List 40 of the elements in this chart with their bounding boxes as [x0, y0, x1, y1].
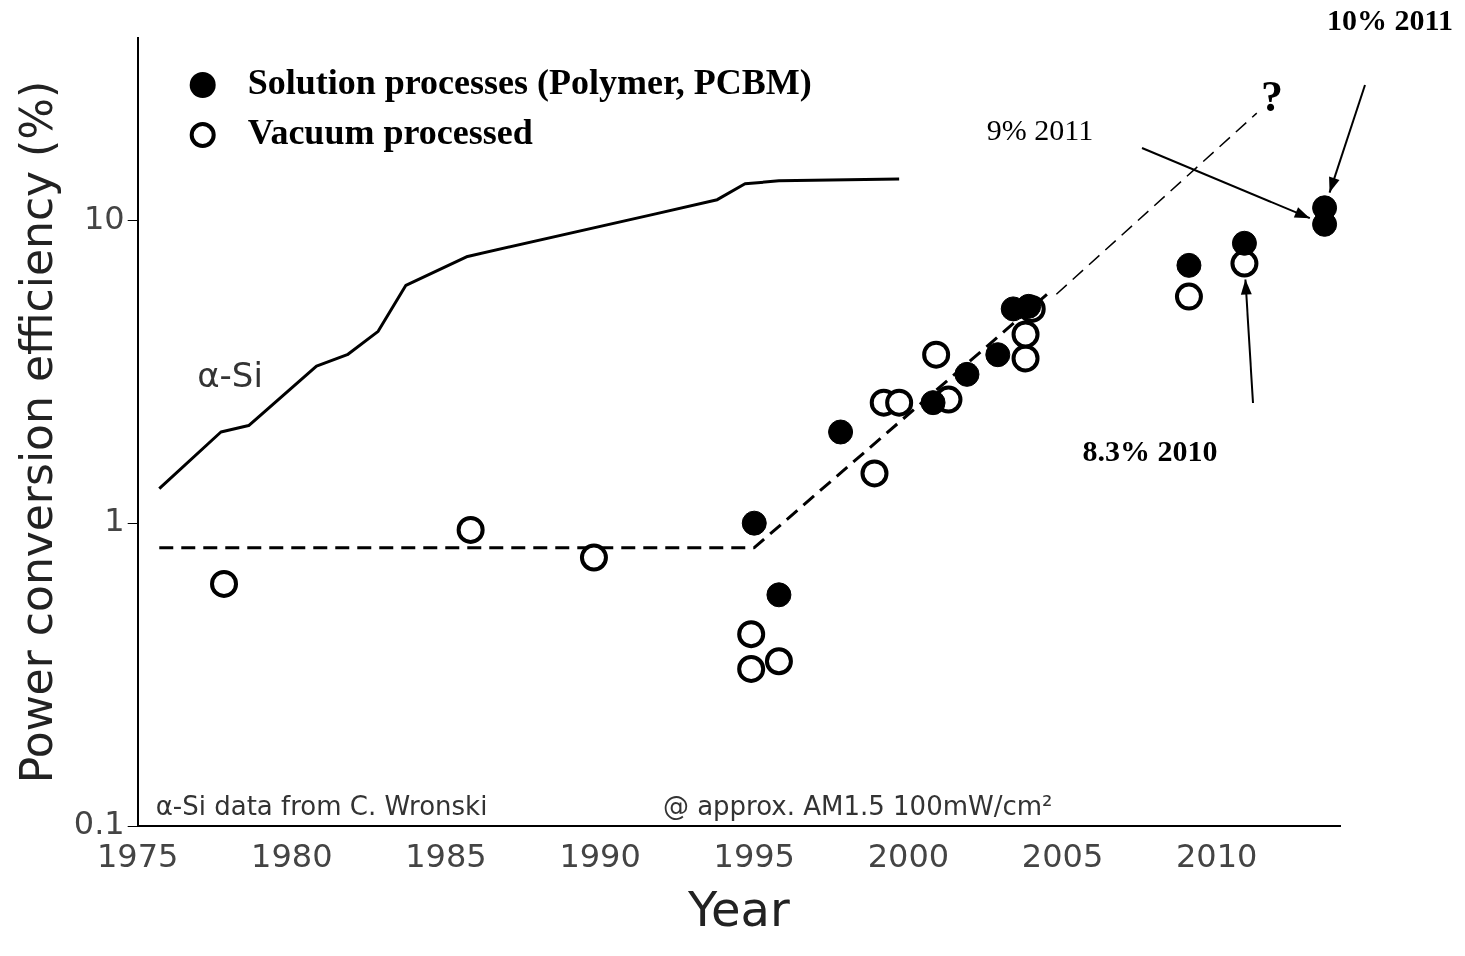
y-axis-title: Power conversion efficiency (%): [10, 80, 62, 784]
annotation: 8.3% 2010: [1082, 433, 1218, 467]
point: [737, 654, 766, 683]
point: [1176, 252, 1202, 278]
text: 10% 2011: [1327, 2, 1453, 36]
x-tick-label: 1980: [251, 836, 333, 875]
x-tick-label: 1995: [713, 836, 795, 875]
x-axis-title: Year: [687, 880, 790, 937]
point: [766, 582, 792, 608]
point: [456, 515, 485, 544]
x-tick-label: 2000: [867, 836, 950, 875]
y-tick-label: 10: [83, 198, 125, 237]
point: [210, 569, 239, 598]
point: [954, 361, 980, 387]
x-tick-label: 2005: [1021, 836, 1104, 875]
point: [579, 543, 608, 572]
point: [764, 647, 793, 676]
point: [1174, 282, 1203, 311]
y-tick-label: 1: [104, 501, 125, 540]
annotation: 9% 2011: [986, 112, 1094, 146]
annotation: @ approx. AM1.5 100mW/cm²: [662, 790, 1053, 821]
point: [860, 459, 889, 488]
point: [1231, 230, 1257, 256]
point: [885, 388, 914, 417]
x-tick-label: 1985: [405, 836, 487, 875]
point: [741, 510, 767, 536]
point: [922, 340, 951, 369]
x-tick-label: 1990: [559, 836, 641, 875]
point: [985, 342, 1011, 368]
point: [828, 419, 854, 445]
point: [1011, 344, 1040, 373]
x-tick-label: 2010: [1175, 836, 1258, 875]
annotation: ?: [1261, 72, 1283, 122]
annotation: α-Si data from C. Wronski: [155, 790, 488, 821]
annotation: α-Si: [197, 354, 263, 395]
point: [920, 390, 946, 416]
point: [737, 620, 766, 649]
legend-label: Vacuum processed: [247, 112, 533, 153]
legend-label: Solution processes (Polymer, PCBM): [247, 62, 812, 103]
point: [1011, 320, 1040, 349]
